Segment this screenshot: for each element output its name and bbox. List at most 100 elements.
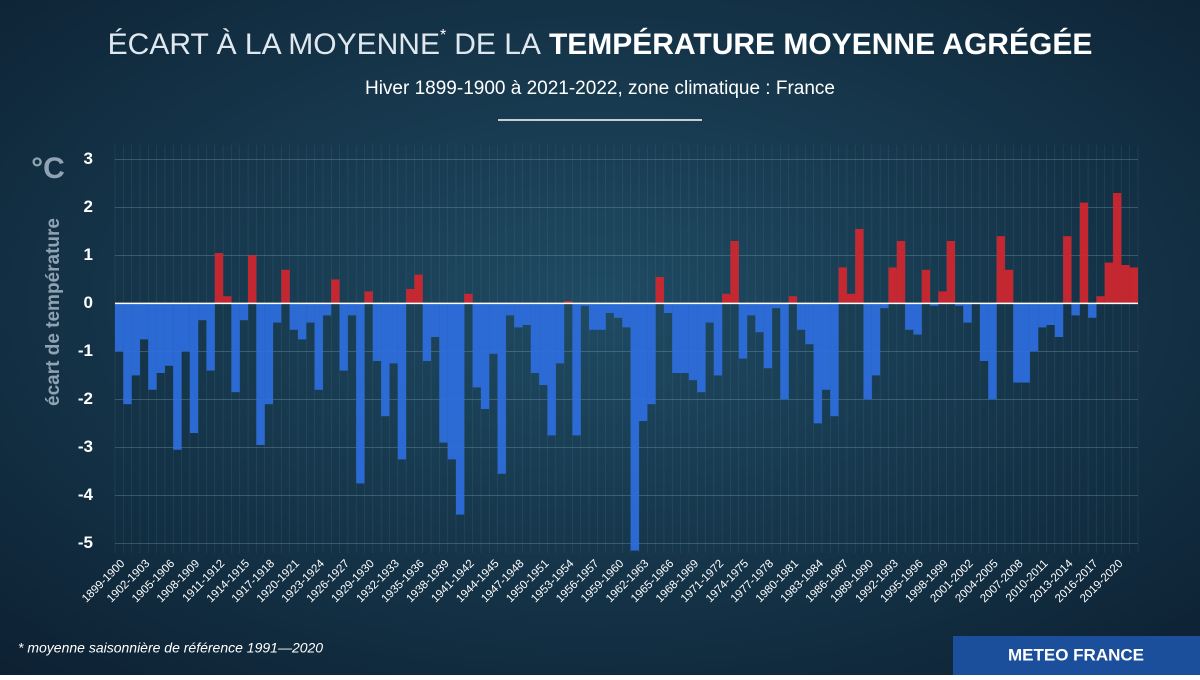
bar (223, 296, 232, 304)
bar (722, 293, 731, 304)
bar (439, 303, 448, 443)
y-axis-label: écart de température (43, 218, 64, 406)
bar (322, 303, 332, 316)
bar (497, 303, 506, 474)
bar (1004, 269, 1014, 304)
bar (780, 303, 789, 400)
title-part: TEMPÉRATURE MOYENNE AGRÉGÉE (549, 27, 1092, 61)
bar (339, 303, 348, 371)
y-unit: °C (31, 152, 65, 185)
bar (347, 303, 357, 316)
bar (422, 303, 432, 361)
bar (1063, 236, 1072, 304)
bar (1071, 303, 1080, 316)
bar (921, 269, 931, 304)
bar (539, 303, 548, 385)
bar (489, 303, 498, 354)
bar (913, 303, 922, 335)
bar (364, 291, 373, 304)
bar (614, 303, 623, 318)
bar (788, 296, 797, 304)
bar (697, 303, 706, 393)
bar (838, 267, 847, 304)
bar (846, 293, 856, 304)
bar (1021, 303, 1030, 383)
bar (431, 303, 440, 337)
bar (273, 303, 282, 323)
bar (605, 303, 615, 313)
bar (747, 303, 756, 316)
bar (480, 303, 490, 409)
bar (406, 289, 415, 304)
bar (963, 303, 972, 323)
bar (589, 303, 598, 330)
bar (331, 279, 340, 304)
bar (655, 277, 664, 304)
bar (572, 303, 581, 436)
bar (1013, 303, 1022, 383)
title-part: ÉCART À LA MOYENNE (108, 28, 440, 61)
y-tick-label: 2 (84, 197, 93, 216)
footnote: * moyenne saisonnière de référence 1991—… (18, 640, 323, 656)
bar (464, 293, 473, 304)
bar (830, 303, 839, 417)
bar (979, 303, 989, 361)
bar (730, 241, 739, 304)
bar (680, 303, 689, 373)
title-part: DE LA (454, 28, 541, 61)
bar (456, 303, 465, 515)
chart-subtitle: Hiver 1899-1900 à 2021-2022, zone climat… (365, 78, 835, 99)
bar (514, 303, 523, 328)
y-tick-label: -3 (78, 437, 93, 456)
bar (863, 303, 872, 400)
bar (688, 303, 698, 381)
bar (580, 303, 590, 306)
bar (198, 303, 207, 321)
bar (1029, 303, 1039, 352)
bar (672, 303, 681, 373)
bar (938, 291, 947, 304)
bar (713, 303, 723, 376)
y-tick-label: 1 (84, 245, 93, 264)
bar (372, 303, 382, 361)
bar (1121, 265, 1130, 304)
bar (988, 303, 997, 400)
bar (564, 301, 573, 304)
y-tick-label: -4 (78, 485, 94, 504)
bar (297, 303, 307, 340)
bar (930, 303, 939, 306)
bar (289, 303, 298, 330)
bar (1046, 303, 1055, 325)
bar (555, 303, 565, 364)
bar (397, 303, 407, 460)
bar (281, 269, 290, 304)
bar (896, 241, 906, 304)
bar (139, 303, 149, 340)
bar (946, 241, 956, 304)
y-tick-label: -5 (78, 533, 93, 552)
bar (522, 303, 531, 325)
bar (647, 303, 656, 405)
bar (256, 303, 265, 445)
y-tick-label: 0 (84, 293, 93, 312)
logo-box (953, 636, 1200, 675)
bar (306, 303, 315, 323)
bar (1129, 267, 1138, 304)
bar (248, 255, 257, 304)
title-mark: * (440, 27, 446, 44)
bar (996, 236, 1005, 304)
bar (264, 303, 274, 405)
bar (231, 303, 240, 393)
bar (705, 303, 714, 323)
bar (164, 303, 174, 366)
bar (888, 267, 897, 304)
bar (1079, 202, 1089, 304)
bar (131, 303, 140, 376)
chart-title: ÉCART À LA MOYENNE* DE LA TEMPÉRATURE MOYE… (108, 27, 1093, 61)
bar (1096, 296, 1105, 304)
bar (472, 303, 481, 388)
bar (1113, 193, 1122, 304)
bar (1054, 303, 1064, 337)
bar (821, 303, 831, 390)
